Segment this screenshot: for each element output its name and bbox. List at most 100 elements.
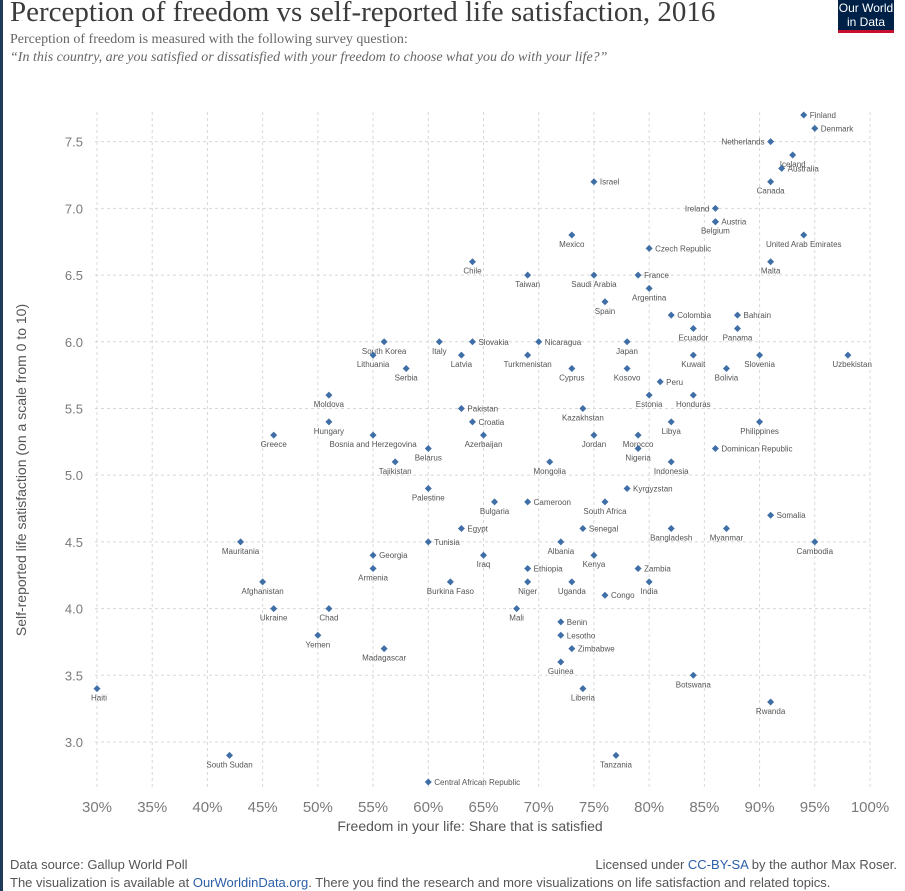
point-marker[interactable] bbox=[645, 578, 653, 586]
data-point[interactable]: Bolivia bbox=[715, 364, 739, 383]
point-marker[interactable] bbox=[491, 498, 499, 506]
point-marker[interactable] bbox=[380, 645, 388, 653]
point-marker[interactable] bbox=[634, 271, 642, 279]
point-marker[interactable] bbox=[424, 485, 432, 493]
data-point[interactable]: Panama bbox=[723, 324, 753, 343]
data-point[interactable]: Moldova bbox=[314, 391, 345, 410]
data-point[interactable]: Colombia bbox=[667, 311, 712, 320]
point-marker[interactable] bbox=[557, 631, 565, 639]
point-marker[interactable] bbox=[568, 578, 576, 586]
point-marker[interactable] bbox=[756, 418, 764, 426]
point-marker[interactable] bbox=[711, 218, 719, 226]
point-marker[interactable] bbox=[468, 418, 476, 426]
point-marker[interactable] bbox=[733, 324, 741, 332]
point-marker[interactable] bbox=[402, 364, 410, 372]
data-point[interactable]: Peru bbox=[656, 378, 683, 387]
data-point[interactable]: Senegal bbox=[579, 525, 618, 534]
data-point[interactable]: Latvia bbox=[451, 351, 473, 370]
point-marker[interactable] bbox=[667, 525, 675, 533]
point-marker[interactable] bbox=[623, 364, 631, 372]
data-point[interactable]: Egypt bbox=[457, 525, 489, 534]
data-point[interactable]: Lithuania bbox=[357, 351, 390, 370]
point-marker[interactable] bbox=[93, 685, 101, 693]
data-point[interactable]: Tunisia bbox=[424, 538, 461, 547]
data-point[interactable]: Cambodia bbox=[797, 538, 834, 556]
data-point[interactable]: Iraq bbox=[477, 551, 491, 570]
point-marker[interactable] bbox=[546, 458, 554, 466]
data-point[interactable]: Serbia bbox=[395, 364, 419, 383]
data-point[interactable]: Bulgaria bbox=[480, 498, 510, 516]
point-marker[interactable] bbox=[325, 418, 333, 426]
point-marker[interactable] bbox=[756, 351, 764, 359]
data-point[interactable]: Morocco bbox=[623, 431, 654, 450]
point-marker[interactable] bbox=[711, 445, 719, 452]
point-marker[interactable] bbox=[424, 778, 432, 786]
point-marker[interactable] bbox=[535, 338, 543, 346]
data-point[interactable]: Albania bbox=[547, 538, 575, 556]
point-marker[interactable] bbox=[689, 351, 697, 359]
data-point[interactable]: Malta bbox=[761, 258, 781, 276]
point-marker[interactable] bbox=[325, 391, 333, 399]
point-marker[interactable] bbox=[623, 485, 631, 493]
data-point[interactable]: Philippines bbox=[740, 418, 779, 436]
data-point[interactable]: Lesotho bbox=[557, 631, 596, 640]
point-marker[interactable] bbox=[634, 431, 642, 439]
data-point[interactable]: Saudi Arabia bbox=[571, 271, 617, 290]
data-point[interactable]: Benin bbox=[557, 618, 587, 627]
point-marker[interactable] bbox=[480, 551, 487, 559]
point-marker[interactable] bbox=[325, 605, 333, 613]
point-marker[interactable] bbox=[369, 351, 377, 359]
point-marker[interactable] bbox=[424, 445, 432, 452]
point-marker[interactable] bbox=[601, 591, 609, 599]
point-marker[interactable] bbox=[601, 498, 609, 506]
point-marker[interactable] bbox=[645, 284, 653, 292]
point-marker[interactable] bbox=[259, 578, 267, 586]
data-point[interactable]: Czech Republic bbox=[645, 244, 712, 253]
data-point[interactable]: Australia bbox=[778, 164, 819, 173]
point-marker[interactable] bbox=[612, 751, 620, 759]
data-point[interactable]: Guinea bbox=[548, 658, 574, 676]
data-point[interactable]: South Korea bbox=[362, 338, 407, 356]
owid-link[interactable]: OurWorldinData.org bbox=[192, 875, 309, 890]
point-marker[interactable] bbox=[524, 578, 532, 586]
point-marker[interactable] bbox=[270, 431, 278, 439]
data-point[interactable]: Haiti bbox=[91, 685, 107, 703]
data-point[interactable]: Netherlands bbox=[721, 138, 775, 147]
point-marker[interactable] bbox=[524, 565, 532, 573]
data-point[interactable]: Slovenia bbox=[744, 351, 775, 370]
point-marker[interactable] bbox=[524, 498, 532, 506]
license-link[interactable]: CC-BY-SA bbox=[687, 857, 749, 872]
data-point[interactable]: France bbox=[634, 271, 670, 280]
point-marker[interactable] bbox=[590, 271, 598, 279]
point-marker[interactable] bbox=[590, 178, 598, 186]
point-marker[interactable] bbox=[601, 298, 609, 306]
point-marker[interactable] bbox=[811, 538, 819, 546]
data-point[interactable]: Ireland bbox=[685, 204, 719, 213]
data-point[interactable]: Palestine bbox=[412, 485, 445, 503]
data-point[interactable]: Kosovo bbox=[614, 364, 641, 383]
data-point[interactable]: Yemen bbox=[306, 631, 331, 650]
point-marker[interactable] bbox=[237, 538, 245, 546]
point-marker[interactable] bbox=[557, 538, 565, 546]
point-marker[interactable] bbox=[767, 258, 775, 266]
data-point[interactable]: Somalia bbox=[767, 511, 806, 520]
data-point[interactable]: Ethiopia bbox=[524, 565, 563, 574]
point-marker[interactable] bbox=[722, 525, 730, 533]
point-marker[interactable] bbox=[811, 124, 819, 132]
point-marker[interactable] bbox=[369, 431, 377, 439]
point-marker[interactable] bbox=[722, 364, 730, 372]
data-point[interactable]: Dominican Republic bbox=[711, 445, 793, 454]
point-marker[interactable] bbox=[391, 458, 399, 466]
point-marker[interactable] bbox=[369, 551, 377, 559]
data-point[interactable]: Indonesia bbox=[654, 458, 689, 476]
point-marker[interactable] bbox=[689, 671, 697, 679]
point-marker[interactable] bbox=[557, 618, 565, 626]
point-marker[interactable] bbox=[457, 525, 465, 533]
data-point[interactable]: Mali bbox=[509, 605, 524, 623]
data-point[interactable]: Denmark bbox=[811, 124, 854, 133]
data-point[interactable]: Mauritania bbox=[222, 538, 260, 556]
data-point[interactable]: Chad bbox=[319, 605, 338, 623]
point-marker[interactable] bbox=[270, 605, 278, 613]
point-marker[interactable] bbox=[689, 324, 697, 332]
data-point[interactable]: Mexico bbox=[559, 231, 585, 250]
